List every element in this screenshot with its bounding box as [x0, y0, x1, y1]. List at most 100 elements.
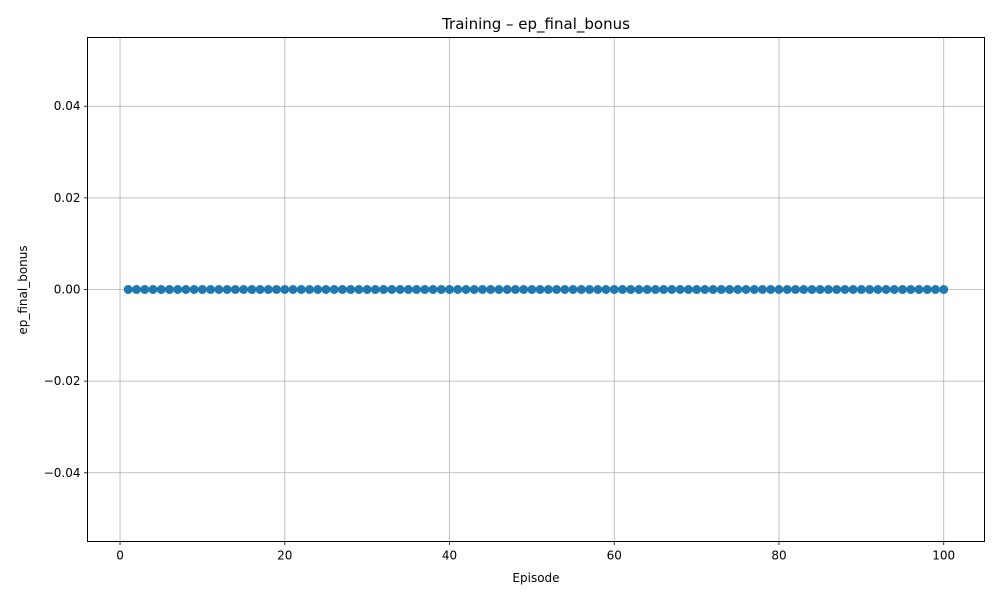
data-point	[123, 285, 133, 294]
y-tick-label: 0.02	[54, 191, 81, 205]
data-point	[560, 285, 570, 294]
data-point	[799, 285, 809, 294]
data-point	[568, 285, 578, 294]
x-tick-label: 40	[442, 549, 457, 563]
data-point	[914, 285, 924, 294]
data-point	[601, 285, 611, 294]
data-point	[173, 285, 183, 294]
data-point	[379, 285, 389, 294]
data-point	[609, 285, 619, 294]
data-point	[552, 285, 562, 294]
x-tick-label: 80	[771, 549, 786, 563]
data-point	[642, 285, 652, 294]
data-point	[181, 285, 191, 294]
data-point	[576, 285, 586, 294]
data-point	[263, 285, 273, 294]
data-point	[362, 285, 372, 294]
data-point	[865, 285, 875, 294]
y-tick-label: −0.02	[44, 374, 81, 388]
plot-frame	[87, 37, 985, 542]
data-point	[535, 285, 545, 294]
data-point	[683, 285, 693, 294]
data-point	[313, 285, 323, 294]
data-point	[906, 285, 916, 294]
data-point	[856, 285, 866, 294]
data-point	[650, 285, 660, 294]
data-point	[337, 285, 347, 294]
data-point	[873, 285, 883, 294]
data-point	[469, 285, 479, 294]
data-point	[321, 285, 331, 294]
data-point	[272, 285, 282, 294]
x-tick-label: 0	[116, 549, 124, 563]
data-point	[395, 285, 405, 294]
data-point	[930, 285, 940, 294]
y-tick-label: −0.04	[44, 466, 81, 480]
data-point	[807, 285, 817, 294]
data-point	[708, 285, 718, 294]
data-point	[634, 285, 644, 294]
data-point	[420, 285, 430, 294]
y-axis-title: ep_final_bonus	[16, 245, 30, 334]
data-point	[280, 285, 290, 294]
data-point	[230, 285, 240, 294]
data-point	[148, 285, 158, 294]
data-point	[527, 285, 537, 294]
y-tick-label: 0.00	[54, 283, 81, 297]
axis-ticks: 0 20 40 60 80 100 −0.04 −0.02 0.00 0.02 0.04	[44, 99, 955, 562]
data-point	[766, 285, 776, 294]
data-point	[436, 285, 446, 294]
data-point	[288, 285, 298, 294]
data-point	[247, 285, 257, 294]
data-point	[412, 285, 422, 294]
data-point	[239, 285, 249, 294]
data-point	[741, 285, 751, 294]
data-point	[370, 285, 380, 294]
data-point	[898, 285, 908, 294]
data-point	[823, 285, 833, 294]
data-point	[725, 285, 735, 294]
series-layer	[123, 285, 949, 294]
data-point	[494, 285, 504, 294]
data-point	[667, 285, 677, 294]
data-point	[939, 285, 949, 294]
x-axis-title: Episode	[512, 571, 559, 585]
data-point	[156, 285, 166, 294]
data-point	[543, 285, 553, 294]
data-point	[585, 285, 595, 294]
data-point	[140, 285, 150, 294]
x-tick-label: 100	[932, 549, 955, 563]
data-point	[617, 285, 627, 294]
data-point	[502, 285, 512, 294]
data-point	[354, 285, 364, 294]
data-point	[428, 285, 438, 294]
data-point	[774, 285, 784, 294]
data-point	[214, 285, 224, 294]
chart-title: Training – ep_final_bonus	[441, 15, 630, 34]
data-point	[329, 285, 339, 294]
data-point	[510, 285, 520, 294]
data-point	[477, 285, 487, 294]
data-point	[815, 285, 825, 294]
data-point	[206, 285, 216, 294]
data-point	[692, 285, 702, 294]
data-point	[519, 285, 529, 294]
data-point	[626, 285, 636, 294]
x-tick-label: 60	[607, 549, 622, 563]
data-point	[453, 285, 463, 294]
data-point	[346, 285, 356, 294]
data-point	[659, 285, 669, 294]
data-point	[296, 285, 306, 294]
data-point	[197, 285, 207, 294]
data-point	[222, 285, 232, 294]
data-point	[790, 285, 800, 294]
data-point	[255, 285, 265, 294]
data-point	[675, 285, 685, 294]
data-point	[758, 285, 768, 294]
data-point	[164, 285, 174, 294]
data-point	[132, 285, 142, 294]
data-point	[304, 285, 314, 294]
data-point	[832, 285, 842, 294]
